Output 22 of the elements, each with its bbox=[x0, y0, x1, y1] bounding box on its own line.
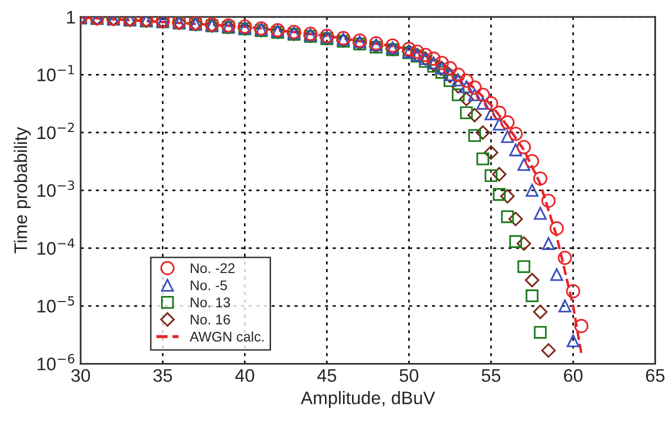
x-tick-label: 40 bbox=[235, 369, 254, 382]
x-tick-label: 45 bbox=[317, 369, 336, 382]
legend-label: No. -5 bbox=[190, 280, 227, 290]
legend-label: No. 13 bbox=[190, 298, 230, 308]
y-tick-label: 10$^{−4}$ bbox=[38, 238, 74, 255]
y-tick-label: 10$^{−3}$ bbox=[38, 180, 74, 197]
x-tick-label: 65 bbox=[646, 369, 664, 382]
y-tick-label: 10$^{−2}$ bbox=[38, 122, 74, 140]
x-axis-title: Amplitude, dBuV bbox=[300, 391, 436, 408]
x-tick-label: 50 bbox=[400, 369, 418, 382]
legend-label: No. 16 bbox=[190, 314, 230, 324]
x-tick-label: 55 bbox=[482, 369, 500, 382]
legend-label: AWGN calc. bbox=[190, 331, 264, 342]
legend-label: No. -22 bbox=[190, 263, 235, 274]
y-tick-label: 10$^{−6}$ bbox=[38, 354, 74, 370]
x-tick-label: 60 bbox=[564, 369, 582, 382]
y-tick-label: 10$^{−1}$ bbox=[38, 65, 74, 82]
x-tick-label: 30 bbox=[71, 369, 90, 382]
y-tick-label: 10$^{−5}$ bbox=[38, 296, 74, 313]
x-tick-label: 35 bbox=[153, 369, 172, 382]
y-axis-title: Time probability bbox=[14, 127, 31, 254]
y-tick-label: 1 bbox=[67, 11, 75, 24]
